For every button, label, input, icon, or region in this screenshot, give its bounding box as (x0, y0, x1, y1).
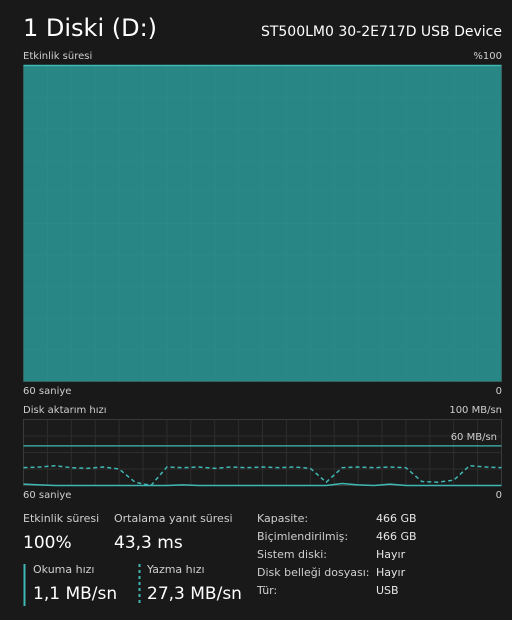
property-value: 466 GB (376, 512, 417, 525)
graph-max: 100 MB/sn (449, 405, 502, 416)
property-value: Hayır (376, 566, 406, 579)
graph-max: %100 (473, 51, 502, 62)
stat-label: Ortalama yanıt süresi (114, 512, 233, 525)
graph-end: 0 (496, 490, 502, 501)
reference-label: 60 MB/sn (451, 432, 497, 443)
stat-value: 43,3 ms (114, 533, 183, 553)
device-name: ST500LM0 30-2E717D USB Device (261, 24, 502, 40)
property-label: Tür: (256, 584, 277, 597)
graph-span: 60 saniye (23, 490, 71, 501)
stat-label: Etkinlik süresi (23, 512, 99, 525)
property-label: Kapasite: (257, 512, 308, 525)
activity-area (23, 65, 502, 382)
stat-value: 27,3 MB/sn (147, 584, 242, 604)
stat-label: Yazma hızı (146, 563, 205, 576)
stat-value: 1,1 MB/sn (33, 584, 117, 604)
graph-label: Disk aktarım hızı (23, 405, 107, 416)
property-label: Disk belleği dosyası: (257, 566, 369, 579)
property-value: USB (376, 584, 399, 597)
graph-span: 60 saniye (23, 386, 71, 397)
property-value: 466 GB (376, 530, 417, 543)
property-label: Sistem diski: (257, 548, 327, 561)
stat-value: 100% (23, 533, 72, 553)
transfer-line (23, 482, 502, 487)
property-label: Biçimlendirilmiş: (257, 530, 348, 543)
transfer-line (23, 464, 502, 487)
title: 1 Diski (D:) (23, 14, 157, 42)
graph-end: 0 (496, 386, 502, 397)
stat-label: Okuma hızı (33, 563, 94, 576)
graph-label: Etkinlik süresi (23, 51, 92, 62)
property-value: Hayır (376, 548, 406, 561)
